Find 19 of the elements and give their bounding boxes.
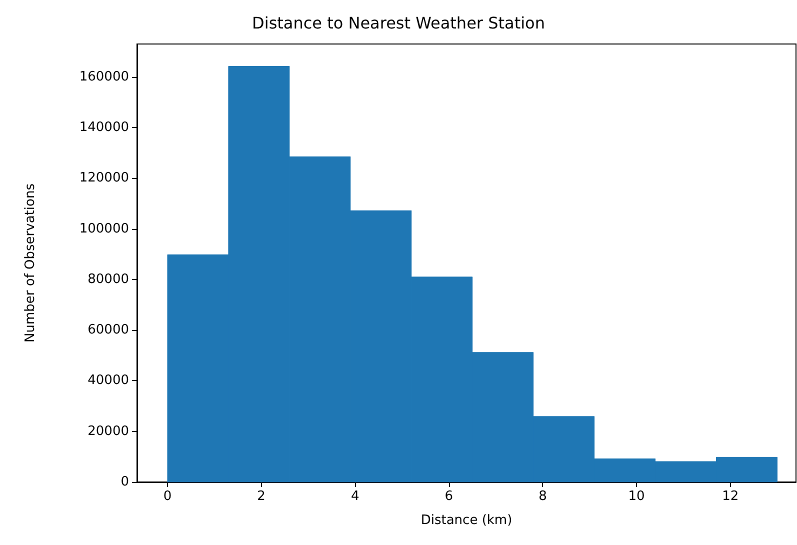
y-tick-label: 20000 <box>88 424 129 439</box>
y-tick-label: 160000 <box>79 69 129 84</box>
x-axis-title: Distance (km) <box>420 513 512 528</box>
y-tick-label: 80000 <box>88 272 129 287</box>
x-tick-label: 2 <box>257 489 266 504</box>
y-tick-label: 0 <box>120 474 129 490</box>
x-tick-label: 12 <box>722 489 739 504</box>
y-axis-title: Number of Observations <box>23 183 38 342</box>
chart-title: Distance to Nearest Weather Station <box>252 14 545 32</box>
y-tick-label: 40000 <box>88 373 129 388</box>
y-tick-label: 100000 <box>79 221 129 236</box>
x-tick-label: 6 <box>444 489 454 504</box>
x-tick-label: 0 <box>163 489 172 504</box>
x-tick-label: 4 <box>350 489 360 504</box>
x-tick-label: 10 <box>628 489 645 504</box>
x-tick-label: 8 <box>538 489 547 504</box>
y-tick-label: 140000 <box>79 120 129 136</box>
y-tick-label: 60000 <box>88 322 129 338</box>
y-tick-label: 120000 <box>79 170 129 186</box>
